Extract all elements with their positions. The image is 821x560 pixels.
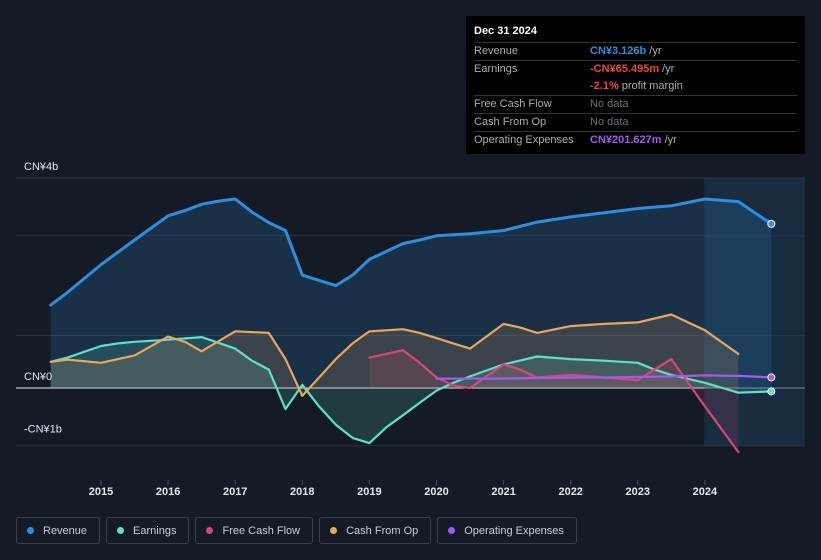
tooltip-label: Earnings: [474, 63, 518, 75]
tooltip-date: Dec 31 2024: [474, 25, 537, 37]
series-end-markers: [767, 219, 776, 396]
tooltip-unit: /yr: [662, 63, 675, 75]
series-area-earnings: [50, 337, 772, 444]
x-tick-label: 2024: [693, 486, 718, 498]
series-line-operating-expenses: [435, 374, 773, 380]
tooltip-label: Operating Expenses: [474, 134, 574, 146]
series-area-revenue: [50, 199, 772, 388]
x-tick-label: 2017: [223, 486, 247, 498]
tooltip-value: CN¥3.126b: [590, 45, 647, 57]
tooltip-label: [474, 78, 590, 95]
legend-label: Free Cash Flow: [222, 524, 301, 537]
revenue-dot-icon: [27, 527, 34, 534]
tooltip-unit: /yr: [649, 45, 662, 57]
tooltip-row-profit-margin: -2.1% profit margin: [474, 78, 797, 95]
tooltip-label: Cash From Op: [474, 116, 547, 128]
tooltip-value: No data: [590, 116, 629, 128]
y-tick-label: CN¥4b: [24, 161, 58, 173]
end-marker-revenue: [767, 219, 776, 228]
y-tick-label: -CN¥1b: [24, 424, 62, 436]
series-lines: [49, 197, 773, 454]
x-tick-label: 2020: [424, 486, 448, 498]
operating-expenses-dot-icon: [448, 527, 456, 534]
x-tick-label: 2018: [290, 486, 314, 498]
series-areas: [50, 199, 772, 453]
legend-item-revenue[interactable]: Revenue: [16, 517, 101, 544]
end-marker-earnings: [767, 387, 776, 396]
end-marker-operating-expenses: [767, 373, 776, 382]
y-axis-ticks: CN¥4b CN¥0 -CN¥1b: [24, 161, 62, 436]
x-tick-label: 2021: [491, 486, 515, 498]
x-axis-ticks: 2015 2016 2017 2018 2019 2020 2021 2022 2023 2024: [89, 480, 718, 498]
legend-item-operating-expenses[interactable]: Operating Expenses: [437, 517, 577, 544]
earnings-dot-icon: [117, 527, 125, 534]
x-tick-label: 2022: [558, 486, 582, 498]
x-tick-label: 2015: [89, 486, 113, 498]
free-cash-flow-dot-icon: [206, 527, 214, 534]
forecast-shade: [704, 178, 805, 446]
tooltip-value: -2.1%: [590, 80, 619, 92]
series-line-cash-from-op: [49, 313, 740, 397]
x-tick-label: 2016: [156, 486, 180, 498]
tooltip-row-cash-from-op: Cash From Op No data: [474, 113, 797, 131]
legend-item-free-cash-flow[interactable]: Free Cash Flow: [195, 517, 314, 544]
tooltip-panel: Dec 31 2024 Revenue CN¥3.126b /yr Earnin…: [466, 16, 805, 154]
series-line-revenue: [49, 197, 773, 307]
legend-item-earnings[interactable]: Earnings: [106, 517, 190, 544]
legend-label: Cash From Op: [346, 524, 419, 537]
forecast-region: [704, 178, 805, 446]
tooltip-unit: profit margin: [621, 80, 683, 92]
x-tick-label: 2019: [357, 486, 381, 498]
series-line-free-cash-flow: [368, 349, 740, 454]
legend-item-cash-from-op[interactable]: Cash From Op: [319, 517, 432, 544]
tooltip-row-revenue: Revenue CN¥3.126b /yr: [474, 42, 797, 60]
legend-label: Earnings: [133, 524, 177, 537]
tooltip-unit: /yr: [664, 134, 677, 146]
cash-from-op-dot-icon: [330, 527, 338, 534]
tooltip-row-earnings: Earnings -CN¥65.495m /yr: [474, 60, 797, 78]
legend: Revenue Earnings Free Cash Flow Cash Fro…: [16, 517, 577, 544]
tooltip-value: CN¥201.627m: [590, 134, 662, 146]
tooltip-row-free-cash-flow: Free Cash Flow No data: [474, 95, 797, 113]
tooltip-value: -CN¥65.495m: [590, 63, 660, 75]
tooltip-label: Revenue: [474, 45, 519, 57]
legend-label: Operating Expenses: [464, 524, 564, 537]
grid-lines: [16, 177, 805, 447]
x-tick-label: 2023: [626, 486, 650, 498]
tooltip-value: No data: [590, 98, 629, 110]
tooltip-row-operating-expenses: Operating Expenses CN¥201.627m /yr: [474, 131, 797, 149]
y-tick-label: CN¥0: [24, 371, 52, 383]
tooltip-label: Free Cash Flow: [474, 98, 552, 110]
legend-label: Revenue: [43, 524, 88, 537]
